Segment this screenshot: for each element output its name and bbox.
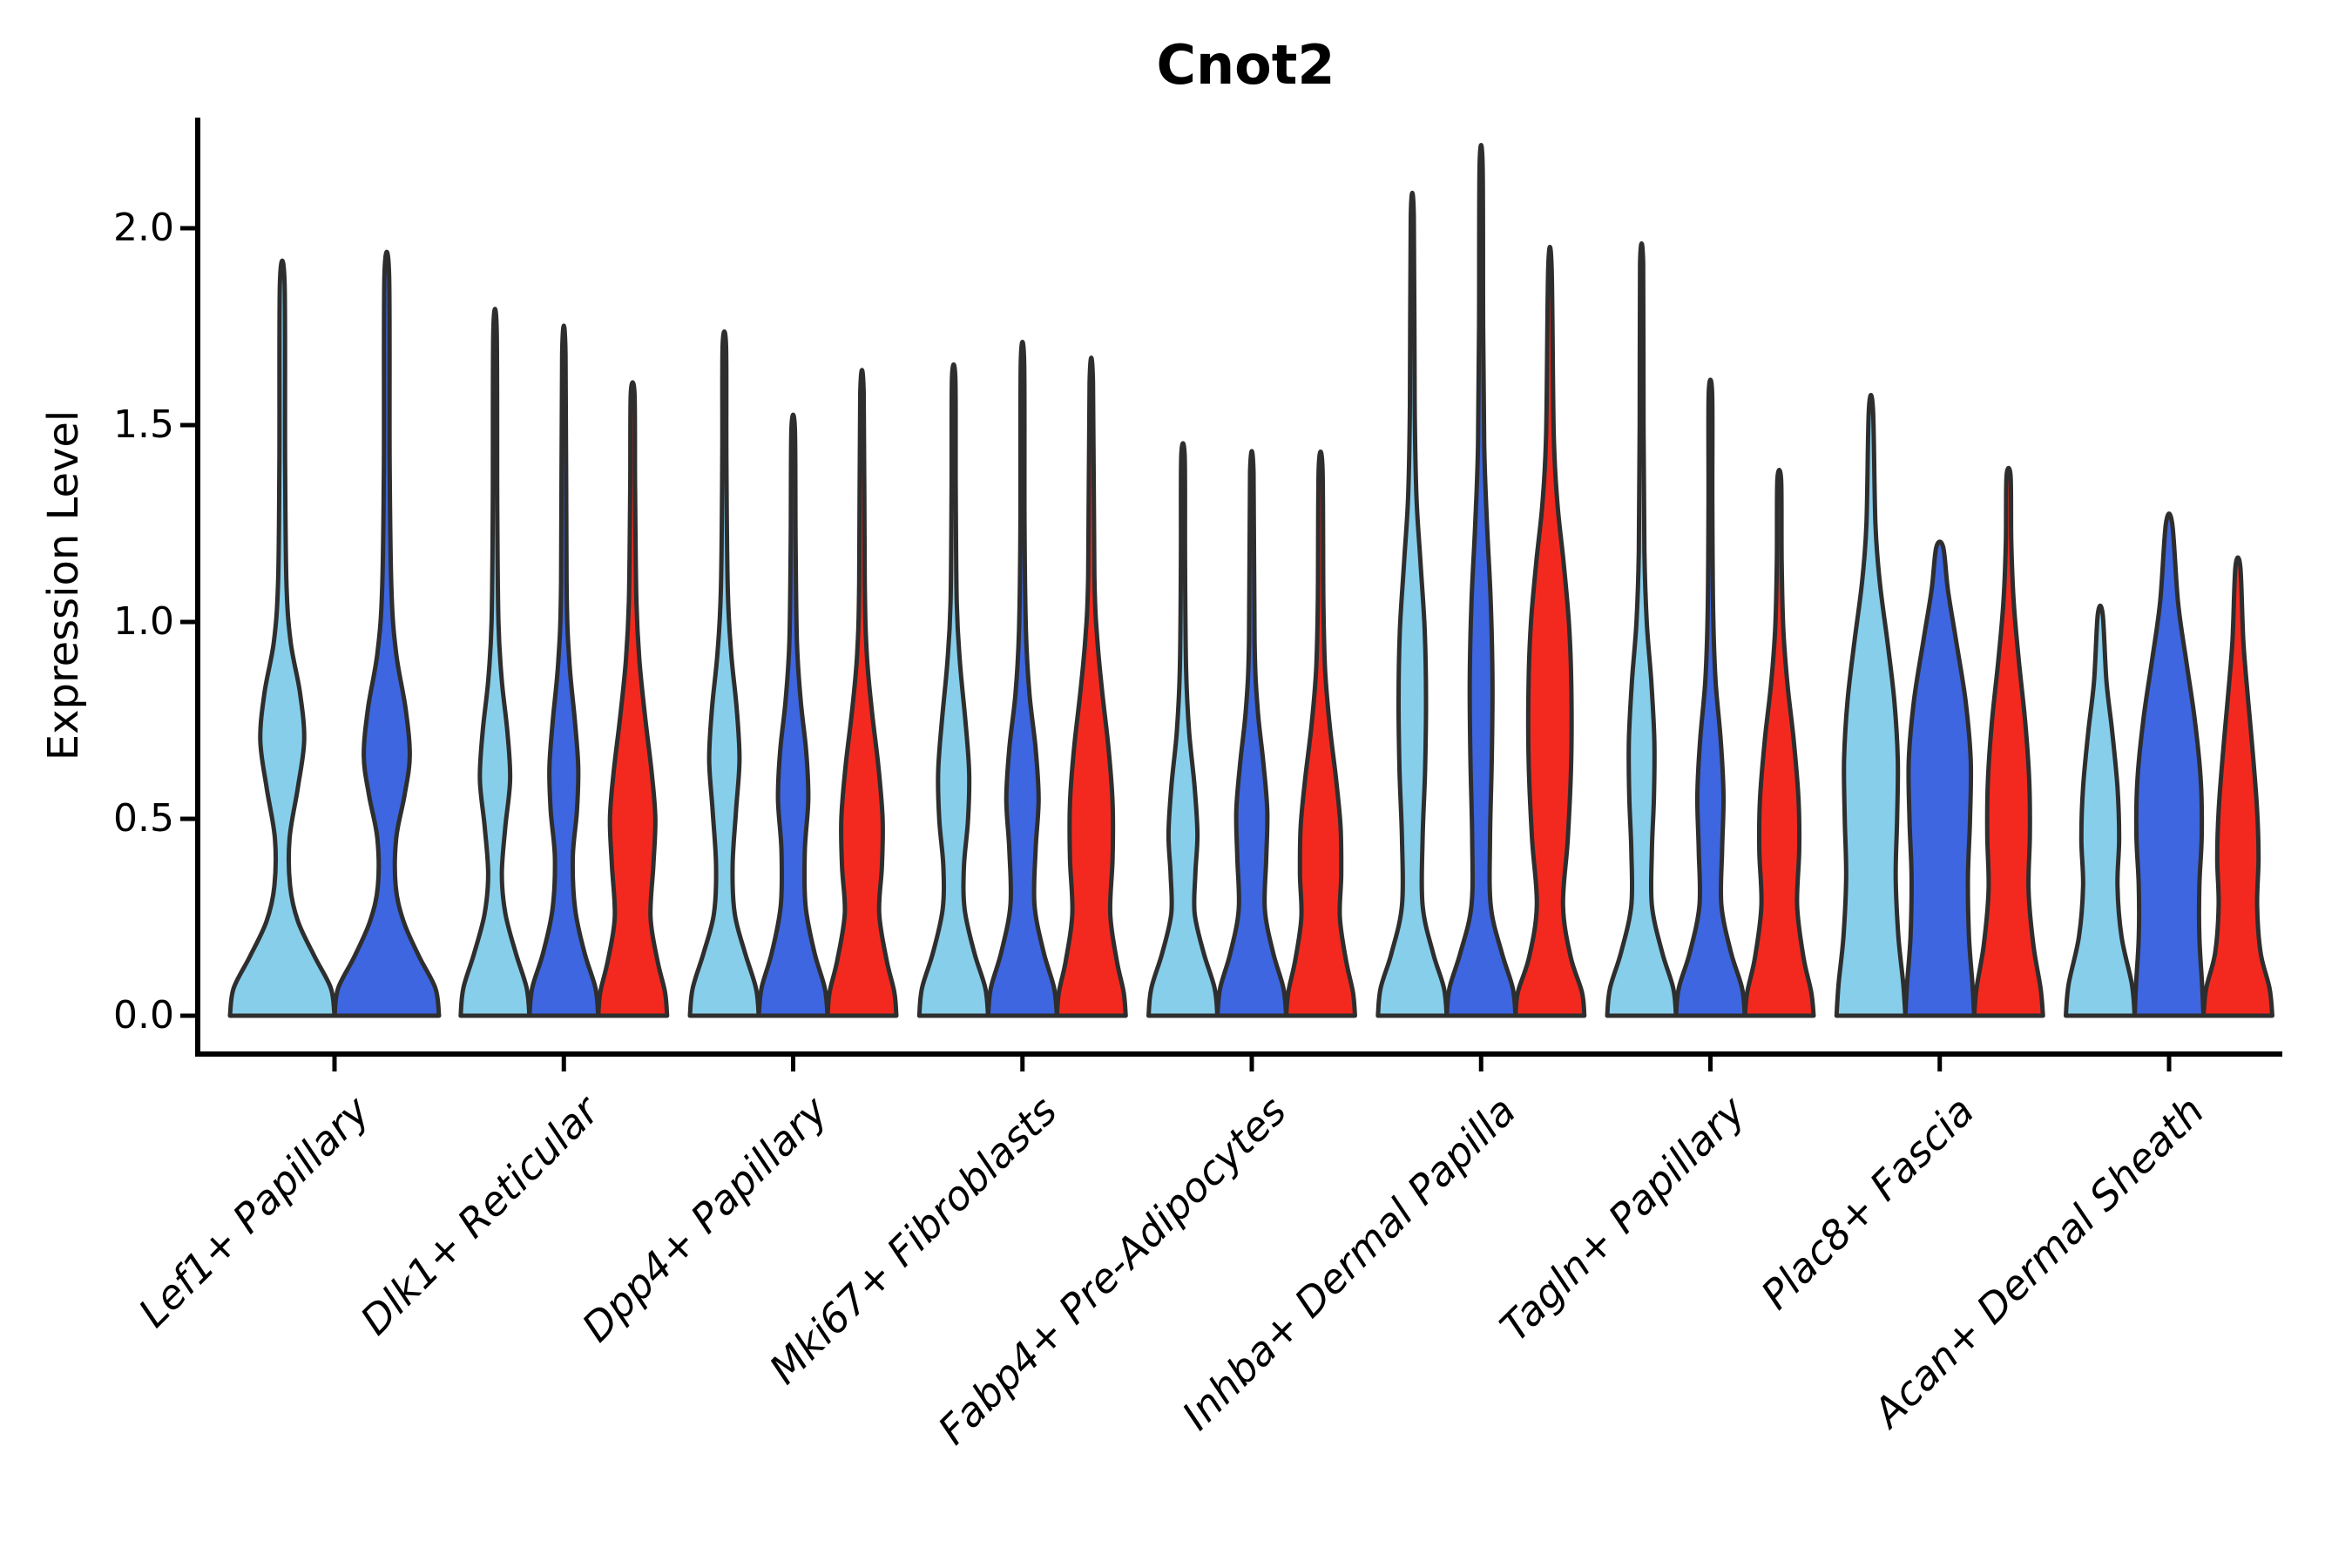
violin-inhba-dermal-papilla-royal-blue — [1444, 143, 1518, 1018]
y-tick-label: 1.0 — [113, 599, 174, 644]
violin-dlk1-reticular-red — [596, 380, 670, 1018]
violin-inhba-dermal-papilla-red — [1513, 245, 1587, 1018]
violin-dlk1-reticular-royal-blue — [527, 323, 601, 1018]
chart-title: Cnot2 — [1156, 33, 1335, 97]
y-tick-label: 0.0 — [113, 993, 174, 1037]
violin-mki67-fibroblasts-red — [1054, 355, 1128, 1018]
violin-mki67-fibroblasts-royal-blue — [985, 340, 1059, 1018]
y-axis-title: Expression Level — [39, 409, 88, 761]
violin-acan-dermal-sheath-royal-blue — [2132, 511, 2206, 1018]
violin-acan-dermal-sheath-red — [2201, 555, 2274, 1018]
violin-dpp4-papillary-royal-blue — [756, 412, 830, 1018]
violin-dpp4-papillary-red — [825, 368, 899, 1018]
violin-acan-dermal-sheath-light-blue — [2064, 603, 2137, 1018]
violin-dlk1-reticular-light-blue — [458, 307, 532, 1018]
y-tick-label: 2.0 — [113, 206, 174, 250]
violin-mki67-fibroblasts-light-blue — [916, 362, 990, 1018]
violin-fabp4-pre-adipocytes-red — [1284, 449, 1357, 1018]
violin-plac8-fascia-royal-blue — [1903, 539, 1977, 1018]
violin-fabp4-pre-adipocytes-royal-blue — [1215, 449, 1288, 1018]
violin-lef1-papillary-light-blue — [227, 259, 337, 1018]
violin-tagln-papillary-red — [1742, 467, 1816, 1018]
violin-fabp4-pre-adipocytes-light-blue — [1146, 441, 1220, 1018]
violin-inhba-dermal-papilla-light-blue — [1375, 191, 1450, 1018]
violin-lef1-papillary-royal-blue — [332, 249, 442, 1018]
violin-tagln-papillary-royal-blue — [1673, 377, 1747, 1018]
violin-plac8-fascia-red — [1971, 465, 2045, 1018]
violin-dpp4-papillary-light-blue — [687, 329, 761, 1018]
violin-tagln-papillary-light-blue — [1605, 241, 1679, 1018]
violin-plac8-fascia-light-blue — [1834, 393, 1908, 1018]
y-tick-label: 1.5 — [113, 402, 174, 447]
y-tick-label: 0.5 — [113, 796, 174, 841]
